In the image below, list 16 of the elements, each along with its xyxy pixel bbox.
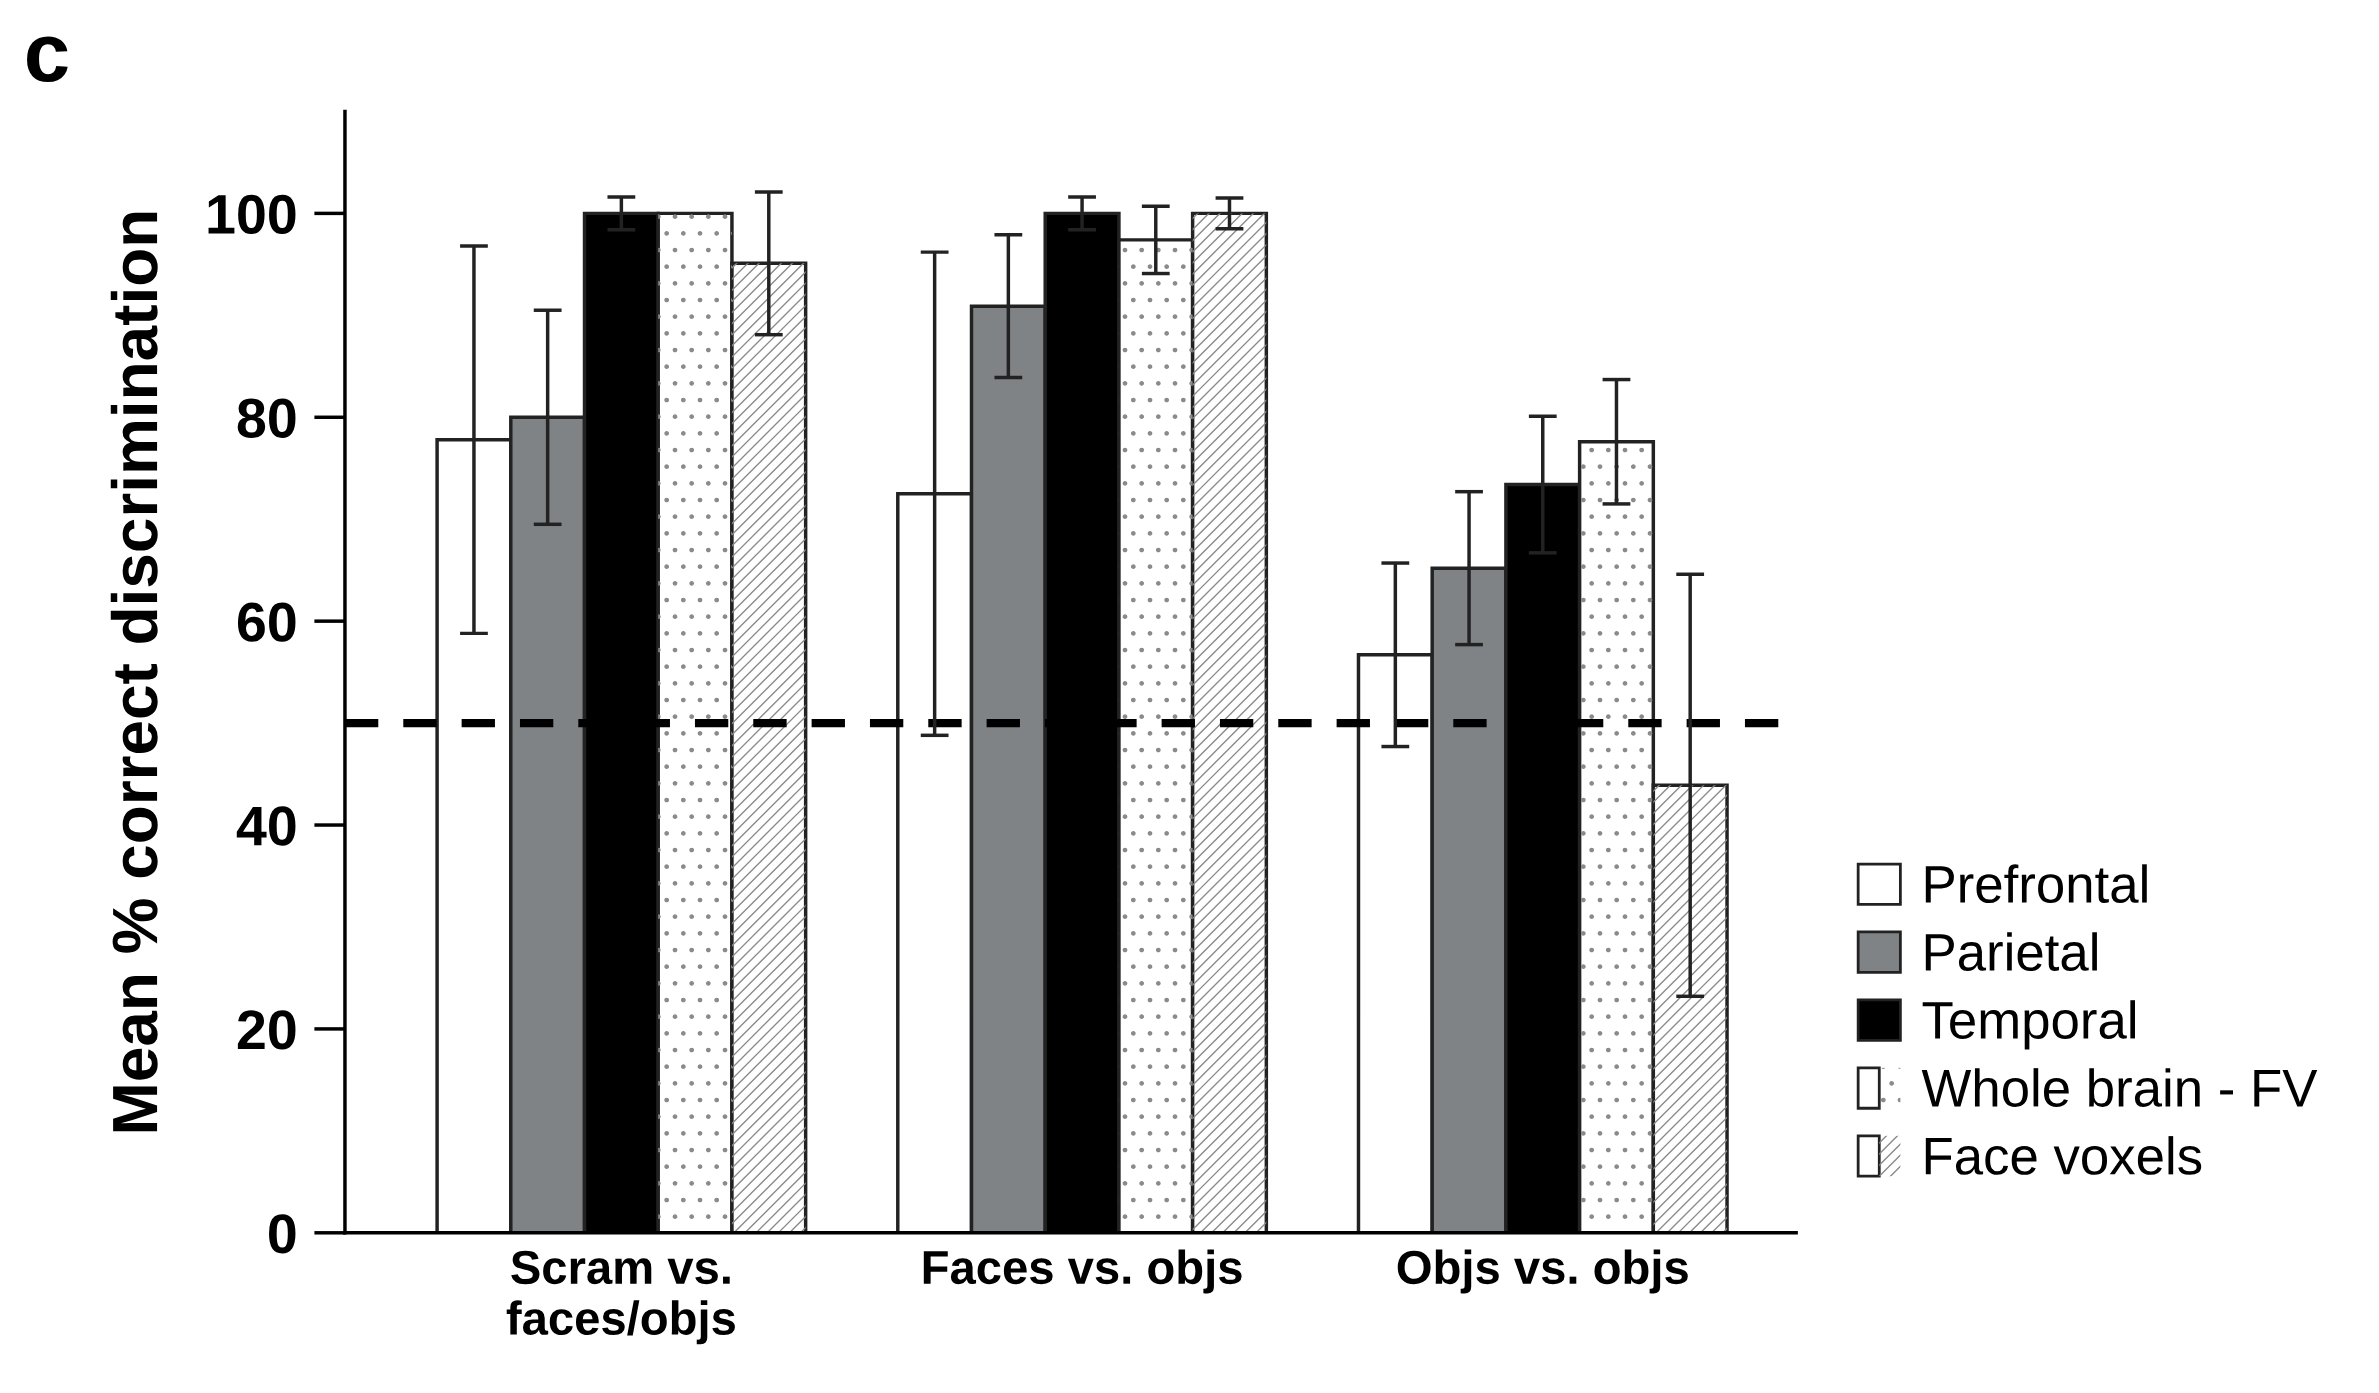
y-axis-title: Mean % correct discrimination bbox=[110, 212, 158, 1132]
y-tick-label: 60 bbox=[237, 602, 296, 642]
x-tick-label: Scram vs. faces/objs bbox=[506, 1250, 735, 1345]
y-tick-label: 0 bbox=[269, 1214, 296, 1254]
y-tick-label: 40 bbox=[236, 806, 296, 846]
y-tick-label: 20 bbox=[237, 1010, 296, 1050]
legend-label: Parietal bbox=[1925, 932, 2097, 972]
legend-label: Prefrontal bbox=[1925, 864, 2147, 904]
chart-title: c bbox=[27, 36, 68, 83]
y-tick-label: 80 bbox=[237, 398, 296, 438]
x-tick-label: Faces vs. objs bbox=[923, 1249, 1242, 1294]
legend-label: Whole brain - FV bbox=[1921, 1068, 2318, 1107]
y-tick-label: 100 bbox=[208, 194, 296, 235]
legend-label: Face voxels bbox=[1925, 1136, 2202, 1175]
x-tick-label: Objs vs. objs bbox=[1397, 1249, 1688, 1294]
legend-label: Temporal bbox=[1922, 1000, 2135, 1050]
